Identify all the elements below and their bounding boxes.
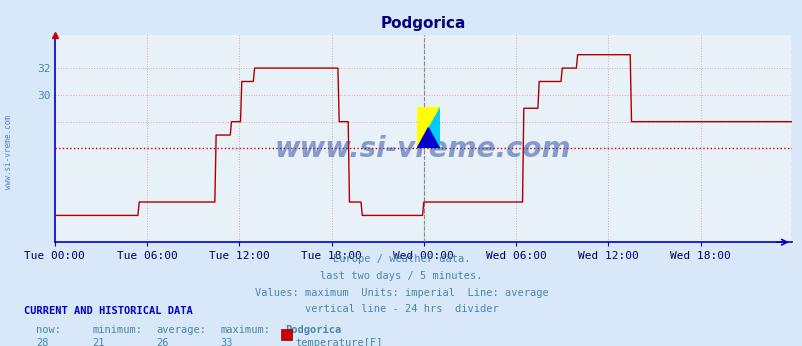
Text: 33: 33 [221, 338, 233, 346]
Text: 26: 26 [156, 338, 169, 346]
Text: average:: average: [156, 325, 206, 335]
Text: temperature[F]: temperature[F] [295, 338, 383, 346]
Text: 28: 28 [36, 338, 49, 346]
Text: Podgorica: Podgorica [285, 325, 341, 335]
Text: vertical line - 24 hrs  divider: vertical line - 24 hrs divider [304, 304, 498, 314]
Text: Values: maximum  Units: imperial  Line: average: Values: maximum Units: imperial Line: av… [254, 288, 548, 298]
Polygon shape [416, 128, 439, 148]
Text: www.si-vreme.com: www.si-vreme.com [274, 135, 571, 163]
Text: maximum:: maximum: [221, 325, 270, 335]
Polygon shape [416, 107, 439, 148]
Polygon shape [416, 107, 439, 148]
Text: www.si-vreme.com: www.si-vreme.com [3, 115, 13, 189]
Text: now:: now: [36, 325, 61, 335]
Text: last two days / 5 minutes.: last two days / 5 minutes. [320, 271, 482, 281]
Text: 21: 21 [92, 338, 105, 346]
Text: minimum:: minimum: [92, 325, 142, 335]
Text: CURRENT AND HISTORICAL DATA: CURRENT AND HISTORICAL DATA [24, 306, 192, 316]
Text: Europe / weather data.: Europe / weather data. [332, 254, 470, 264]
Title: Podgorica: Podgorica [380, 16, 465, 31]
